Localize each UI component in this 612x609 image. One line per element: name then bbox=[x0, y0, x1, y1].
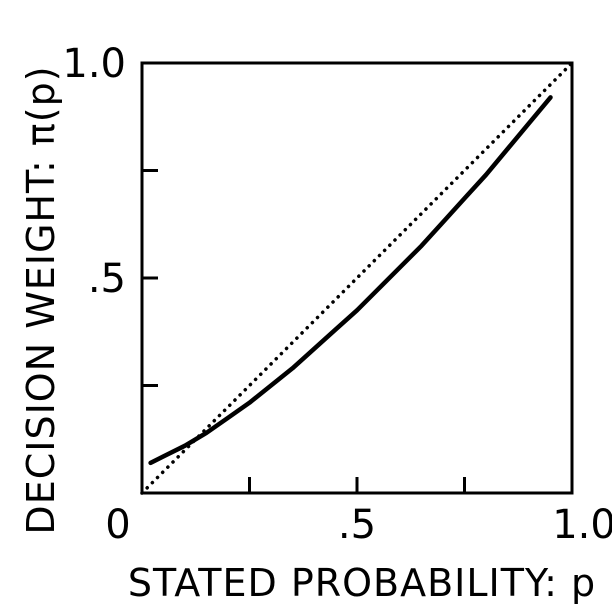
y-axis-title: DECISION WEIGHT: π(p) bbox=[19, 65, 63, 534]
y-tick-label-4: 1.0 bbox=[62, 41, 126, 87]
x-tick-label-4: 1.0 bbox=[552, 502, 612, 548]
x-axis-title: STATED PROBABILITY: p bbox=[128, 561, 596, 605]
series-1-line bbox=[140, 61, 574, 495]
series-0-line bbox=[148, 95, 553, 466]
x-tick-label-0: 0 bbox=[105, 502, 130, 548]
x-tick-label-2: .5 bbox=[338, 502, 376, 548]
y-tick-label-2: .5 bbox=[88, 256, 126, 302]
